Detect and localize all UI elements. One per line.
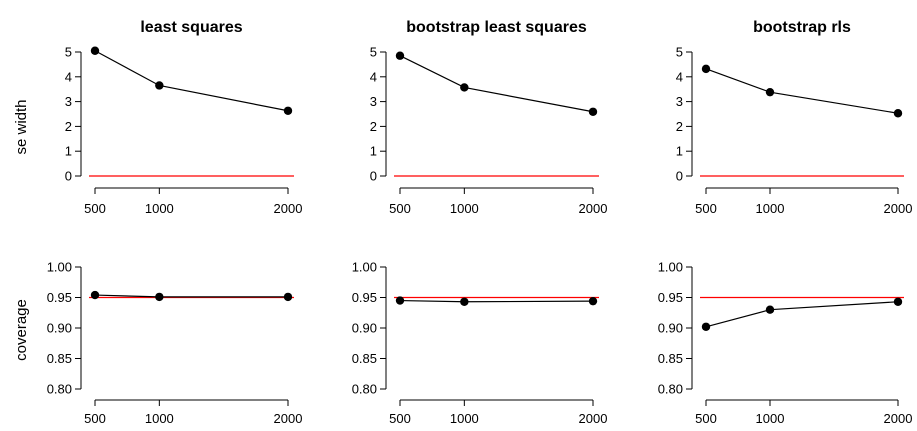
y-tick-label: 3 [676, 94, 683, 109]
y-tick-label: 4 [65, 69, 72, 84]
data-point [701, 64, 711, 74]
x-tick-label: 2000 [274, 201, 303, 216]
panel-1: least squares 0 1 2 3 4 5 500 1000 2000 [65, 19, 303, 216]
y-tick-label: 2 [370, 119, 377, 134]
panel-4: 0.80 0.85 0.90 0.95 1.00 500 1000 2000 [47, 260, 303, 427]
data-point [460, 83, 469, 92]
y-tick-label: 2 [676, 119, 683, 134]
series-line [705, 68, 899, 114]
row-label-se-width: se width [13, 99, 30, 154]
x-tick-label: 1000 [145, 411, 174, 426]
x-tick-label: 1000 [145, 201, 174, 216]
y-tick-label: 0.80 [47, 382, 72, 397]
data-point [283, 106, 293, 115]
y-tick-label: 1.00 [658, 260, 683, 275]
y-tick-label: 5 [370, 45, 377, 60]
x-tick-label: 1000 [756, 201, 785, 216]
x-tick-label: 1000 [450, 411, 479, 426]
x-tick-label: 500 [695, 411, 717, 426]
y-tick-label: 0.95 [352, 290, 377, 305]
x-tick-label: 500 [695, 201, 717, 216]
series-line [705, 301, 899, 328]
data-point [588, 107, 598, 116]
y-tick-label: 0.90 [658, 321, 683, 336]
y-tick-label: 0.80 [352, 382, 377, 397]
y-tick-label: 0.90 [47, 321, 72, 336]
x-tick-label: 1000 [756, 411, 785, 426]
series-line [94, 50, 289, 112]
panel-title: bootstrap least squares [406, 19, 587, 36]
panel-title: least squares [140, 19, 242, 36]
series-line [399, 299, 594, 303]
y-tick-label: 1 [676, 144, 683, 159]
x-tick-label: 2000 [579, 411, 608, 426]
x-tick-label: 500 [389, 201, 411, 216]
y-tick-label: 4 [676, 69, 683, 84]
data-point [283, 292, 293, 302]
y-tick-label: 1.00 [47, 260, 72, 275]
y-tick-label: 2 [65, 119, 72, 134]
data-point [460, 297, 469, 306]
panel-title: bootstrap rls [753, 19, 851, 36]
data-point [395, 51, 405, 60]
x-tick-label: 2000 [274, 411, 303, 426]
data-point [893, 109, 903, 118]
y-tick-label: 0.95 [658, 290, 683, 305]
data-point [765, 87, 775, 97]
y-tick-label: 5 [65, 45, 72, 60]
y-tick-label: 0 [676, 169, 683, 184]
x-tick-label: 2000 [884, 411, 913, 426]
y-tick-label: 1 [65, 144, 72, 159]
y-tick-label: 3 [65, 94, 72, 109]
data-point [893, 297, 903, 306]
y-tick-label: 0.80 [658, 382, 683, 397]
row-label-coverage: coverage [13, 299, 30, 361]
x-tick-label: 500 [389, 411, 411, 426]
data-point [588, 296, 598, 306]
x-tick-label: 2000 [579, 201, 608, 216]
data-point [90, 290, 100, 300]
y-tick-label: 4 [370, 69, 377, 84]
x-tick-label: 2000 [884, 201, 913, 216]
y-tick-label: 0.85 [658, 351, 683, 366]
x-tick-label: 500 [84, 411, 106, 426]
y-tick-label: 1.00 [352, 260, 377, 275]
y-tick-label: 0 [370, 169, 377, 184]
data-point [155, 292, 164, 302]
panel-6: 0.80 0.85 0.90 0.95 1.00 500 1000 2000 [658, 260, 913, 427]
y-tick-label: 0 [65, 169, 72, 184]
data-point [701, 322, 711, 331]
series-line [399, 55, 594, 113]
y-tick-label: 3 [370, 94, 377, 109]
y-tick-label: 5 [676, 45, 683, 60]
panel-5: 0.80 0.85 0.90 0.95 1.00 500 1000 2000 [352, 260, 608, 427]
panel-2: bootstrap least squares 0 1 2 3 4 5 500 1000 2000 [370, 19, 608, 216]
y-tick-label: 0.90 [352, 321, 377, 336]
series-line [94, 294, 288, 298]
data-point [765, 305, 775, 314]
y-tick-label: 1 [370, 144, 377, 159]
x-tick-label: 1000 [450, 201, 479, 216]
panel-3: bootstrap rls 0 1 2 3 4 5 500 1000 2000 [676, 19, 913, 216]
data-point [155, 81, 164, 90]
y-tick-label: 0.85 [47, 351, 72, 366]
y-tick-label: 0.95 [47, 290, 72, 305]
x-tick-label: 500 [84, 201, 106, 216]
data-point [395, 296, 405, 305]
y-tick-label: 0.85 [352, 351, 377, 366]
data-point [90, 46, 100, 55]
